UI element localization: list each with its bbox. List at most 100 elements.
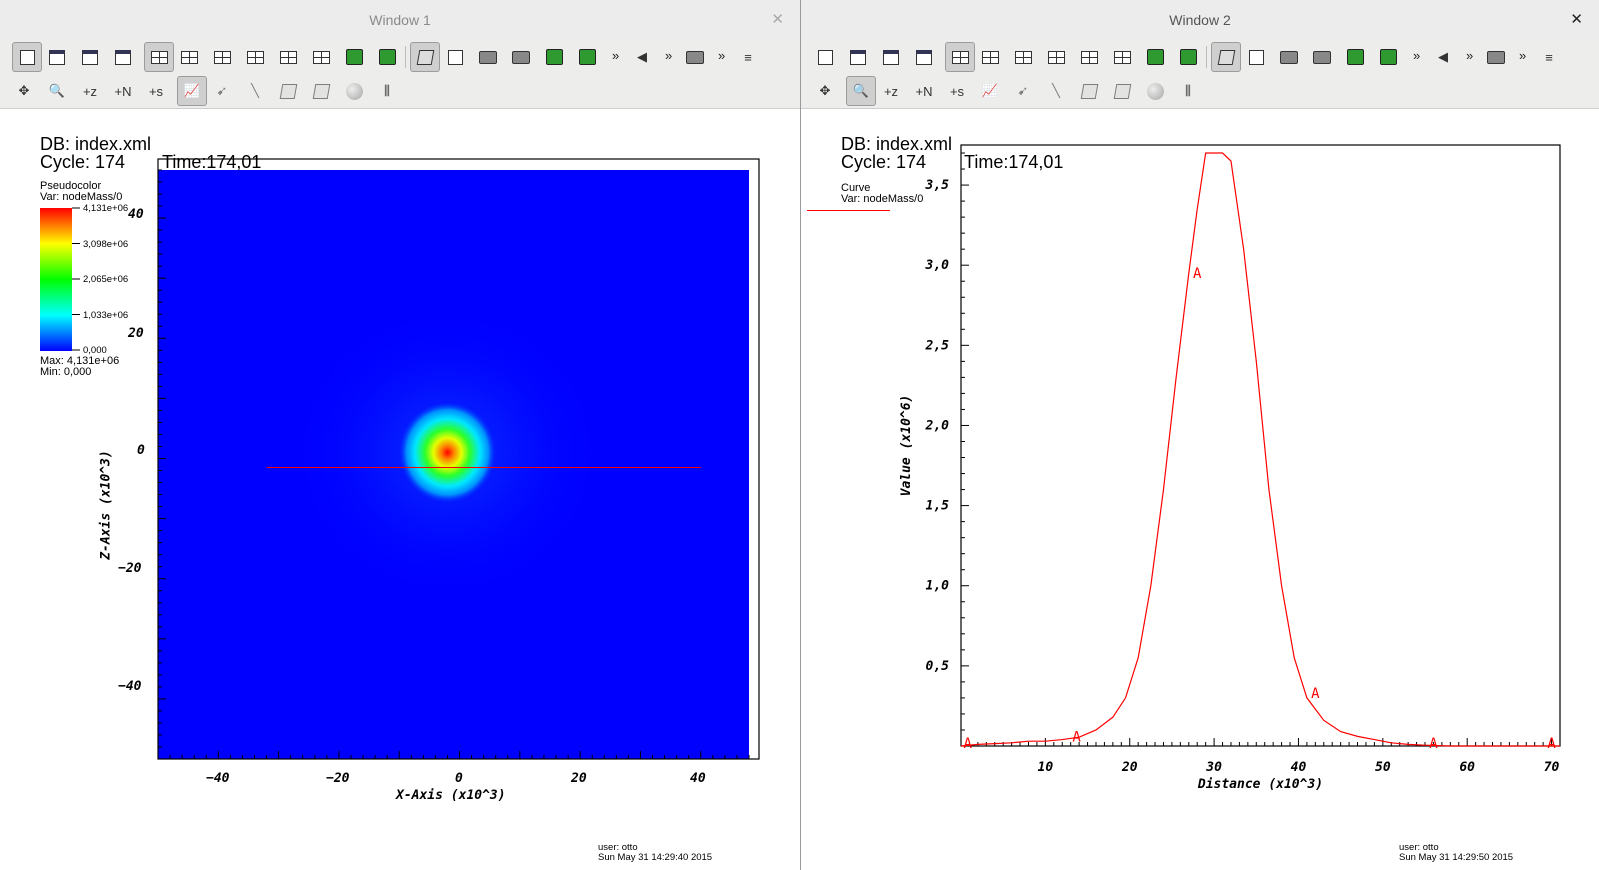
layout-1x2-icon[interactable] — [177, 45, 201, 69]
plane-tool-icon-glyph — [1080, 83, 1098, 99]
y-tick-label: 2,5 — [925, 338, 950, 353]
plot-list-icon[interactable]: ≡ — [1545, 49, 1553, 65]
undo-view-icon[interactable] — [1277, 45, 1301, 69]
save-image-icon[interactable] — [1343, 45, 1367, 69]
new-window-icon[interactable] — [45, 45, 69, 69]
layout-1x1-icon[interactable] — [144, 42, 174, 72]
spreadsheet-pick-icon[interactable]: +s — [949, 83, 965, 99]
title-bar[interactable]: Window 2 ✕ — [801, 0, 1599, 41]
point-tool-icon[interactable]: ➹ — [1017, 83, 1029, 98]
plane-tool-icon[interactable] — [276, 79, 300, 103]
curve-marker: A — [1311, 686, 1320, 702]
plot-area[interactable]: 10 20 30 40 50 60 70 0,5 1,0 1,5 2,0 2,5 3,0 3,5 Dista… — [801, 109, 1599, 870]
legend-line — [807, 210, 890, 211]
redo-view-icon-glyph — [512, 50, 530, 64]
close-icon[interactable]: ✕ — [771, 11, 784, 28]
lock-view-icon[interactable] — [1143, 45, 1167, 69]
lock-time-icon[interactable] — [1176, 45, 1200, 69]
plot-type-label: Curve — [841, 182, 871, 194]
node-pick-icon[interactable]: +N — [915, 83, 933, 99]
redo-view-icon[interactable] — [509, 45, 533, 69]
layout-1x4-icon[interactable] — [276, 45, 300, 69]
animation-prev-icon[interactable]: ◀ — [1438, 49, 1448, 64]
plot-list-icon[interactable]: ≡ — [744, 49, 752, 65]
plane-tool-icon[interactable] — [1077, 79, 1101, 103]
zone-pick-icon[interactable]: +z — [82, 83, 98, 99]
y-tick: 40 — [128, 207, 144, 222]
lock-view-icon[interactable] — [342, 45, 366, 69]
lock-time-icon[interactable] — [375, 45, 399, 69]
layout-3x3-icon[interactable] — [309, 45, 333, 69]
lock-time-icon-glyph — [378, 49, 396, 65]
close-icon[interactable]: ✕ — [1570, 11, 1583, 28]
layout-1x2-icon[interactable] — [978, 45, 1002, 69]
sphere-tool-icon[interactable] — [342, 79, 366, 103]
pseudocolor-plot[interactable] — [0, 109, 800, 870]
activate-icon[interactable] — [12, 42, 42, 72]
point-tool-icon[interactable]: ➹ — [216, 83, 228, 98]
redo-view-icon[interactable] — [1310, 45, 1334, 69]
user-label: user: otto — [1399, 842, 1439, 853]
curve-series-line[interactable] — [960, 152, 1560, 747]
curve-plot[interactable]: 10 20 30 40 50 60 70 0,5 1,0 1,5 2,0 2,5 3,0 3,5 Dista… — [801, 109, 1599, 870]
layout-1x1-icon[interactable] — [945, 42, 975, 72]
pick-icon[interactable] — [683, 45, 707, 69]
zoom-icon[interactable]: 🔍 — [846, 76, 876, 106]
layout-2x2-icon[interactable] — [210, 45, 234, 69]
layout-2x3-icon[interactable] — [1044, 45, 1068, 69]
overflow-chevron-icon[interactable]: » — [612, 48, 620, 63]
overflow-chevron-icon[interactable]: » — [1519, 48, 1527, 63]
perspective-icon[interactable] — [410, 42, 440, 72]
delete-window-icon[interactable] — [111, 45, 135, 69]
cycle-label: Cycle: 174 — [841, 152, 927, 172]
node-pick-icon[interactable]: +N — [114, 83, 132, 99]
perspective-icon[interactable] — [1211, 42, 1241, 72]
window-1: Window 1 ✕ » ◀ » » ≡ ✥ 🔍 +z +N +s 📈 ➹ ╲ ⫼ — [0, 0, 800, 870]
overflow-chevron-icon[interactable]: » — [718, 48, 726, 63]
undo-view-icon[interactable] — [476, 45, 500, 69]
spreadsheet-pick-icon[interactable]: +s — [148, 83, 164, 99]
overflow-chevron-icon[interactable]: » — [665, 48, 673, 63]
line-tool-icon[interactable]: ╲ — [251, 83, 259, 98]
axis-restrict-icon[interactable]: ⫼ — [384, 83, 390, 98]
save-image-icon[interactable] — [542, 45, 566, 69]
layout-2x3-icon[interactable] — [243, 45, 267, 69]
pick-icon[interactable] — [1484, 45, 1508, 69]
overflow-chevron-icon[interactable]: » — [1413, 48, 1421, 63]
lineout-icon[interactable]: 📈 — [981, 83, 999, 98]
navigate-icon[interactable]: ✥ — [819, 83, 831, 98]
plot-area[interactable]: DB: index.xml Cycle: 174 Time:174,01 Pse… — [0, 109, 800, 870]
recenter-icon[interactable] — [1244, 45, 1268, 69]
layout-2x3-icon-glyph — [1047, 50, 1065, 64]
x-tick-label: 10 — [1038, 760, 1054, 775]
heatmap-peak — [397, 400, 498, 505]
sphere-tool-icon[interactable] — [1143, 79, 1167, 103]
layout-2x2-icon[interactable] — [1011, 45, 1035, 69]
line-tool-icon[interactable]: ╲ — [1052, 83, 1060, 98]
box-tool-icon[interactable] — [1110, 79, 1134, 103]
layout-1x4-icon[interactable] — [1077, 45, 1101, 69]
clone-window-icon[interactable] — [78, 45, 102, 69]
new-window-icon[interactable] — [846, 45, 870, 69]
spin-icon[interactable] — [575, 45, 599, 69]
activate-icon[interactable] — [813, 45, 837, 69]
title-bar[interactable]: Window 1 ✕ — [0, 0, 800, 41]
y-tick-label: 3,5 — [925, 178, 950, 193]
delete-window-icon[interactable] — [912, 45, 936, 69]
spin-icon[interactable] — [1376, 45, 1400, 69]
plot-type-label: Pseudocolor — [40, 180, 102, 192]
box-tool-icon[interactable] — [309, 79, 333, 103]
new-window-icon-glyph — [850, 49, 866, 65]
zone-pick-icon[interactable]: +z — [883, 83, 899, 99]
layout-1x1-icon-glyph — [951, 50, 969, 64]
window-title: Window 2 — [1169, 12, 1231, 28]
layout-3x3-icon[interactable] — [1110, 45, 1134, 69]
axis-restrict-icon[interactable]: ⫼ — [1185, 83, 1191, 98]
overflow-chevron-icon[interactable]: » — [1466, 48, 1474, 63]
zoom-icon[interactable]: 🔍 — [48, 83, 66, 98]
clone-window-icon[interactable] — [879, 45, 903, 69]
lineout-icon[interactable]: 📈 — [177, 76, 207, 106]
animation-prev-icon[interactable]: ◀ — [637, 49, 647, 64]
recenter-icon[interactable] — [443, 45, 467, 69]
navigate-icon[interactable]: ✥ — [18, 83, 30, 98]
